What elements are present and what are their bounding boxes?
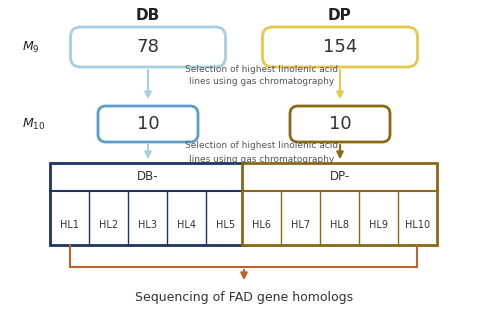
FancyBboxPatch shape (290, 106, 390, 142)
Text: Sequencing of FAD gene homologs: Sequencing of FAD gene homologs (135, 291, 353, 303)
Text: HL7: HL7 (292, 219, 311, 229)
FancyBboxPatch shape (98, 106, 198, 142)
Text: HL4: HL4 (177, 219, 196, 229)
Text: HL6: HL6 (252, 219, 272, 229)
Text: Selection of highest linolenic acid: Selection of highest linolenic acid (185, 64, 338, 73)
Text: 78: 78 (137, 38, 160, 56)
Text: HL10: HL10 (405, 219, 431, 229)
Text: 154: 154 (323, 38, 357, 56)
Text: HL8: HL8 (330, 219, 349, 229)
Text: DB-: DB- (137, 170, 159, 183)
FancyBboxPatch shape (70, 27, 226, 67)
Text: HL2: HL2 (99, 219, 119, 229)
Text: 10: 10 (329, 115, 351, 133)
Bar (51, 163, 246, 245)
Text: DP-: DP- (330, 170, 350, 183)
FancyBboxPatch shape (262, 27, 417, 67)
Text: Selection of highest linolenic acid: Selection of highest linolenic acid (185, 142, 338, 151)
Text: $M_9$: $M_9$ (22, 40, 40, 55)
Text: $M_{10}$: $M_{10}$ (22, 116, 45, 131)
Text: lines using gas chromatography: lines using gas chromatography (189, 154, 335, 164)
Text: DB: DB (136, 9, 160, 24)
Text: lines using gas chromatography: lines using gas chromatography (189, 78, 335, 86)
Text: 10: 10 (137, 115, 159, 133)
Text: HL5: HL5 (217, 219, 236, 229)
Bar (242, 163, 437, 245)
Text: HL9: HL9 (369, 219, 389, 229)
Text: HL3: HL3 (139, 219, 157, 229)
Text: HL1: HL1 (61, 219, 79, 229)
Text: DP: DP (328, 9, 352, 24)
